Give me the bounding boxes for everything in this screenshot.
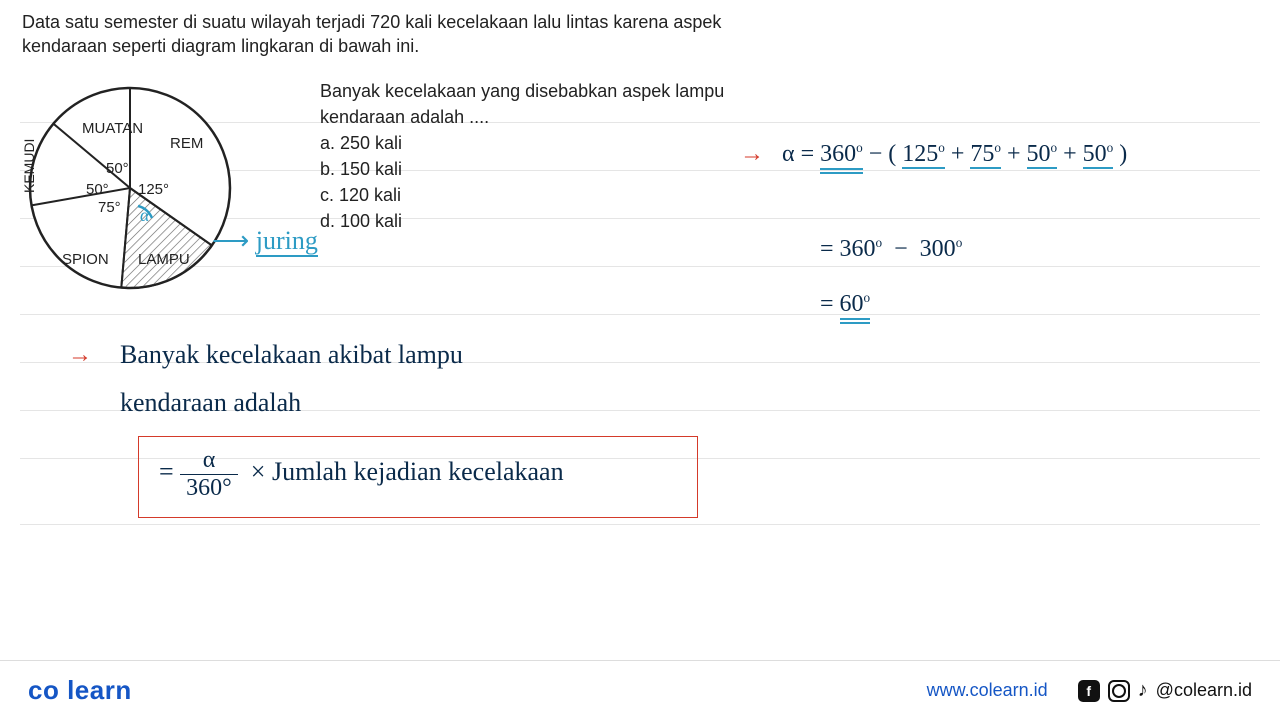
option-c: c. 120 kali <box>320 185 401 205</box>
label-spion: SPION <box>62 251 109 268</box>
equation-1: → α = 360o − ( 125o + 75o + 50o + 50o ) <box>740 140 1127 169</box>
problem-line-1: Data satu semester di suatu wilayah terj… <box>22 12 721 32</box>
label-lampu: LAMPU <box>138 251 190 268</box>
question-block: Banyak kecelakaan yang disebabkan aspek … <box>320 78 724 235</box>
svg-text:50°: 50° <box>86 181 109 198</box>
label-kemudi: KEMUDI <box>21 139 37 193</box>
label-rem: REM <box>170 135 203 152</box>
question-line-2: kendaraan adalah .... <box>320 107 489 127</box>
frac-den: 360° <box>180 475 238 502</box>
statement-line-2: kendaraan adalah <box>120 388 301 418</box>
equation-3: = 60o <box>820 290 870 318</box>
statement-line-1: Banyak kecelakaan akibat lampu <box>120 340 463 370</box>
website-link[interactable]: www.colearn.id <box>927 680 1048 701</box>
svg-text:125°: 125° <box>138 181 169 198</box>
option-a: a. 250 kali <box>320 133 402 153</box>
problem-line-2: kendaraan seperti diagram lingkaran di b… <box>22 36 419 56</box>
juring-label: juring <box>256 229 318 257</box>
tiktok-icon[interactable]: ♪ <box>1138 679 1148 702</box>
arrow-icon: → <box>740 141 764 167</box>
social-links: f ♪ @colearn.id <box>1078 679 1252 702</box>
social-handle[interactable]: @colearn.id <box>1156 680 1252 701</box>
box-eq-suffix: × Jumlah kejadian kecelakaan <box>251 457 564 486</box>
question-line-1: Banyak kecelakaan yang disebabkan aspek … <box>320 81 724 101</box>
juring-annotation: ⟶ juring <box>212 226 318 257</box>
label-muatan: MUATAN <box>82 120 143 137</box>
facebook-icon[interactable]: f <box>1078 680 1100 702</box>
problem-statement: Data satu semester di suatu wilayah terj… <box>22 10 782 59</box>
frac-num: α <box>180 447 238 475</box>
formula-box: = α 360° × Jumlah kejadian kecelakaan <box>138 436 698 518</box>
svg-text:α: α <box>140 205 150 225</box>
box-eq-prefix: = <box>159 457 174 486</box>
option-d: d. 100 kali <box>320 211 402 231</box>
option-b: b. 150 kali <box>320 159 402 179</box>
svg-text:50°: 50° <box>106 160 129 177</box>
brand-logo: co learn <box>28 675 132 706</box>
instagram-icon[interactable] <box>1108 680 1130 702</box>
statement-arrow: → <box>68 342 92 369</box>
svg-text:75°: 75° <box>98 199 121 216</box>
pie-chart: MUATAN REM KEMUDI SPION LAMPU 50° 50° 75… <box>20 78 240 298</box>
equation-2: = 360o − 300o <box>820 235 962 263</box>
footer: co learn www.colearn.id f ♪ @colearn.id <box>0 660 1280 720</box>
arrow-icon: → <box>68 342 92 368</box>
